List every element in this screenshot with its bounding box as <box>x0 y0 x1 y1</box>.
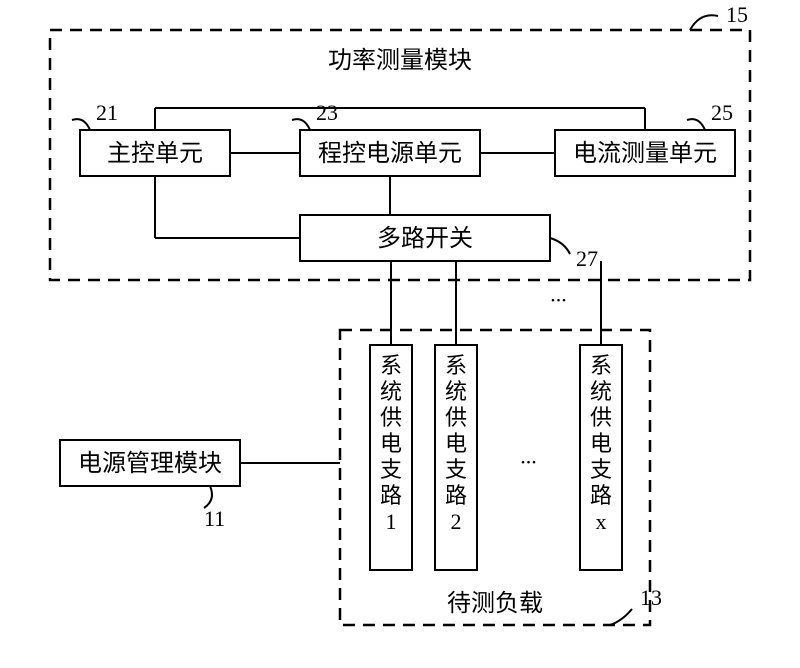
dots-above: ... <box>550 282 567 307</box>
branch-2-char: 统 <box>445 379 467 404</box>
multiplexer-label: 多路开关 <box>377 225 473 252</box>
load-title: 待测负载 <box>447 590 543 617</box>
branch-2-char: 电 <box>445 431 467 456</box>
ref-27-leader <box>550 238 570 254</box>
ref-23: 23 <box>316 100 338 125</box>
branch-3-char: x <box>596 509 607 534</box>
branch-2-char: 2 <box>451 509 462 534</box>
branch-3-char: 电 <box>590 431 612 456</box>
ref-13: 13 <box>640 585 662 610</box>
branch-1-char: 系 <box>380 353 402 378</box>
diagram-root: 功率测量模块15主控单元程控电源单元电流测量单元多路开关电源管理模块212325… <box>0 0 800 668</box>
power-mgmt-module-label: 电源管理模块 <box>78 450 222 477</box>
current-measure-unit-label: 电流测量单元 <box>573 140 717 167</box>
ref-21-leader <box>72 119 90 130</box>
ref-15-leader <box>690 15 718 30</box>
branch-2-char: 支 <box>445 457 467 482</box>
master-unit-label: 主控单元 <box>107 140 203 167</box>
branch-2-char: 路 <box>445 483 467 508</box>
branch-3-char: 支 <box>590 457 612 482</box>
ref-25: 25 <box>711 100 733 125</box>
ref-27: 27 <box>576 246 598 271</box>
branch-3-char: 统 <box>590 379 612 404</box>
prog-power-unit-label: 程控电源单元 <box>318 140 462 167</box>
ref-13-leader <box>610 609 632 625</box>
ref-11: 11 <box>204 506 225 531</box>
branch-1-char: 路 <box>380 483 402 508</box>
branch-2-char: 供 <box>445 405 467 430</box>
branch-1-char: 统 <box>380 379 402 404</box>
dots-inside: ... <box>520 444 537 469</box>
ref-11-leader <box>204 486 212 508</box>
branch-1-char: 1 <box>386 509 397 534</box>
ref-23-leader <box>292 119 310 130</box>
ref-21: 21 <box>96 100 118 125</box>
power-measure-module-title: 功率测量模块 <box>328 47 472 74</box>
branch-1-char: 电 <box>380 431 402 456</box>
branch-3-char: 系 <box>590 353 612 378</box>
branch-1-char: 供 <box>380 405 402 430</box>
branch-3-char: 供 <box>590 405 612 430</box>
branch-1-char: 支 <box>380 457 402 482</box>
ref-15: 15 <box>726 2 748 27</box>
ref-25-leader <box>687 119 705 130</box>
branch-3-char: 路 <box>590 483 612 508</box>
branch-2-char: 系 <box>445 353 467 378</box>
